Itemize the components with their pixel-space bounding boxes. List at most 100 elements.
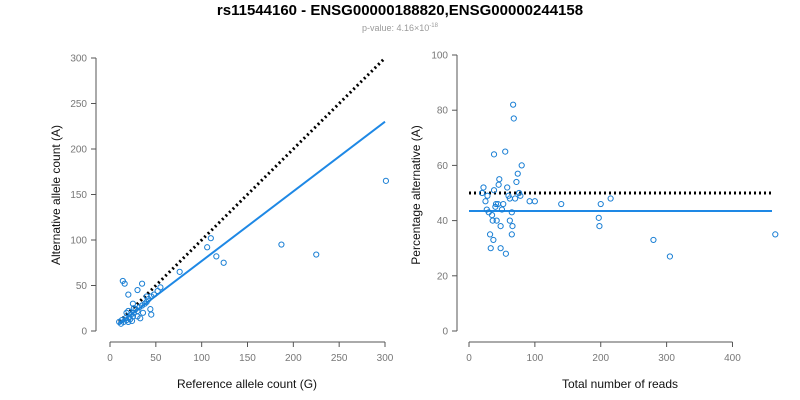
right-panel: 0 100 200 300 400 0 20 40 60 80 100 Total number of… <box>409 51 779 391</box>
data-point <box>489 217 496 224</box>
data-point <box>595 214 602 221</box>
x-tick-label: 0 <box>107 353 113 364</box>
data-point <box>486 231 494 238</box>
y-axis-title: Percentage alternative (A) <box>409 125 423 264</box>
x-tick-label: 250 <box>331 353 348 364</box>
chart-title: rs11544160 - ENSG00000188820,ENSG0000024… <box>216 2 584 19</box>
data-point <box>130 305 137 312</box>
data-point <box>596 223 603 230</box>
data-point <box>121 280 128 287</box>
data-point <box>130 309 137 316</box>
data-point <box>496 176 503 183</box>
data-point <box>517 192 524 199</box>
data-point <box>500 200 507 208</box>
data-point <box>204 244 211 251</box>
data-point <box>497 245 504 252</box>
data-point <box>278 241 285 248</box>
left-panel: 0 50 100 150 200 250 300 0 50 100 150 200 250 300 Refe… <box>49 54 394 392</box>
data-point <box>514 170 521 177</box>
y-tick-label: 200 <box>70 145 87 156</box>
x-tick-label: 100 <box>527 353 544 364</box>
data-point <box>213 253 220 260</box>
data-point <box>480 184 487 191</box>
y-axis-title: Alternative allele count (A) <box>49 125 63 265</box>
data-point <box>487 245 494 252</box>
data-point <box>488 211 496 219</box>
data-point <box>382 177 390 184</box>
data-point <box>220 259 227 266</box>
data-point <box>482 198 489 205</box>
data-point <box>313 251 320 258</box>
data-point <box>650 236 657 244</box>
data-point <box>513 178 520 186</box>
x-axis-title: Total number of reads <box>562 377 678 391</box>
data-point <box>504 184 511 191</box>
data-point <box>512 195 519 202</box>
x-tick-label: 100 <box>193 353 210 364</box>
p-value-text: p-value: 4.16×10 <box>362 23 430 33</box>
data-point <box>128 317 136 325</box>
data-point <box>479 189 486 197</box>
y-tick-label: 250 <box>70 99 87 110</box>
data-point <box>176 268 183 275</box>
x-tick-label: 200 <box>285 353 302 364</box>
data-point <box>666 253 674 260</box>
data-point <box>508 209 515 216</box>
x-tick-label: 200 <box>592 353 609 364</box>
data-point <box>207 235 214 242</box>
data-point <box>495 181 502 188</box>
x-tick-label: 150 <box>239 353 256 364</box>
data-point <box>492 200 500 208</box>
data-point <box>498 206 506 213</box>
data-point <box>148 311 155 318</box>
data-point <box>141 300 148 307</box>
y-tick-label: 0 <box>81 327 87 338</box>
y-tick-label: 40 <box>437 216 449 227</box>
y-tick-label: 0 <box>442 327 448 338</box>
reference-line <box>118 56 387 323</box>
data-point <box>502 148 509 155</box>
data-point <box>510 115 517 122</box>
data-point <box>502 250 509 257</box>
data-point <box>150 291 158 298</box>
y-tick-label: 150 <box>70 190 87 201</box>
data-point <box>607 195 614 202</box>
data-point <box>129 313 137 320</box>
data-point <box>490 236 497 244</box>
data-point <box>129 300 137 307</box>
data-point <box>154 287 161 295</box>
data-point <box>509 223 516 230</box>
y-tick-label: 100 <box>431 51 448 62</box>
data-point <box>138 280 146 287</box>
data-point <box>597 200 604 208</box>
p-value-exponent: -18 <box>429 23 438 29</box>
data-point <box>518 162 525 169</box>
x-tick-label: 300 <box>658 353 675 364</box>
y-tick-label: 300 <box>70 54 87 65</box>
data-point <box>139 309 147 316</box>
data-point <box>510 101 517 108</box>
data-point <box>484 192 491 199</box>
data-point <box>531 198 538 205</box>
x-tick-label: 300 <box>377 353 394 364</box>
data-point <box>490 151 498 158</box>
data-point <box>490 187 498 194</box>
y-tick-label: 50 <box>76 281 88 292</box>
data-point <box>157 284 164 291</box>
data-point <box>134 286 141 294</box>
data-point <box>558 200 565 208</box>
data-point <box>125 291 132 298</box>
x-axis-title: Reference allele count (G) <box>177 377 317 391</box>
data-point <box>772 231 779 238</box>
data-point <box>493 217 500 224</box>
y-tick-label: 60 <box>437 161 449 172</box>
data-point <box>497 223 504 230</box>
y-tick-label: 20 <box>437 271 449 282</box>
fit-line <box>118 120 386 325</box>
data-point <box>118 316 126 324</box>
data-point <box>508 231 515 238</box>
data-point <box>526 198 533 205</box>
data-point <box>506 217 513 224</box>
